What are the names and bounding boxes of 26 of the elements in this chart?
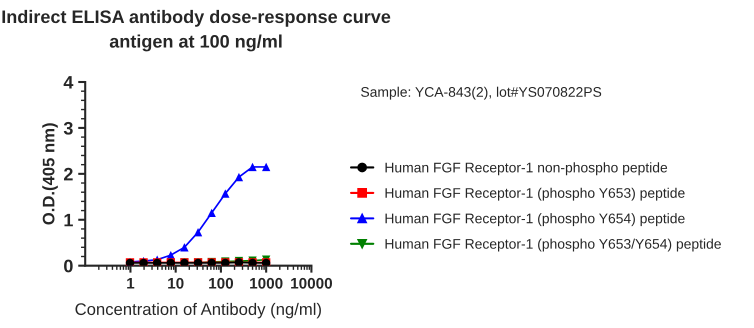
x-axis-title: Concentration of Antibody (ng/ml) bbox=[75, 302, 321, 318]
y-tick-label: 3 bbox=[64, 122, 73, 135]
legend-label: Human FGF Receptor-1 (phospho Y653) peptide bbox=[386, 188, 685, 201]
y-tick-label: 2 bbox=[64, 168, 73, 180]
y-tick-label: 0 bbox=[64, 260, 73, 272]
x-tick-label: 100 bbox=[209, 278, 234, 289]
x-tick-label: 1 bbox=[127, 278, 134, 289]
x-tick-label: 10 bbox=[168, 278, 184, 289]
legend-label: Human FGF Receptor-1 (phospho Y654) peptide bbox=[386, 213, 685, 226]
legend-label: Human FGF Receptor-1 (phospho Y653/Y654) peptide bbox=[386, 238, 721, 252]
y-axis-title: O.D.(405 nm) bbox=[42, 123, 58, 225]
y-tick-label: 1 bbox=[64, 214, 73, 226]
text: Sample: YCA-843(2), lot#YS070822PS bbox=[361, 86, 602, 100]
point bbox=[180, 243, 189, 252]
point bbox=[194, 228, 202, 236]
point bbox=[208, 208, 216, 218]
legend-label: Human FGF Receptor-1 non-phospho peptide bbox=[386, 162, 668, 176]
point bbox=[221, 189, 230, 198]
point bbox=[248, 162, 257, 172]
point bbox=[234, 172, 244, 182]
chart-title: Indirect ELISA antibody dose-response curve bbox=[2, 10, 390, 27]
x-tick-label: 1000 bbox=[250, 278, 283, 289]
y-tick-label: 4 bbox=[64, 76, 74, 89]
point bbox=[262, 162, 270, 172]
x-tick-label: 10000 bbox=[291, 278, 332, 289]
chart-subtitle: antigen at 100 ng/ml bbox=[110, 34, 282, 52]
